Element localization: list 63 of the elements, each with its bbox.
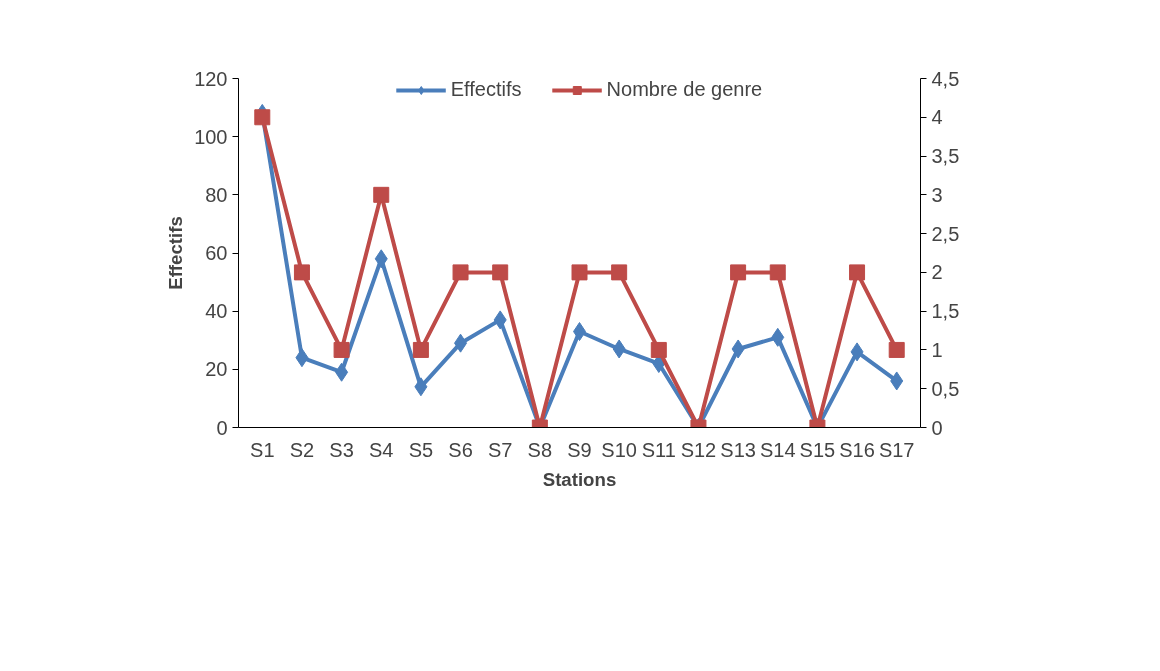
y-tick-label: 40 bbox=[205, 300, 228, 323]
point bbox=[293, 264, 310, 281]
y-tick-label: 60 bbox=[205, 242, 228, 264]
y2-tick-label: 3,5 bbox=[931, 145, 960, 168]
x-tick-label: S3 bbox=[329, 438, 354, 461]
y-axis-title: Effectifs bbox=[165, 216, 187, 290]
x-tick-label: S1 bbox=[250, 438, 275, 461]
point bbox=[493, 310, 507, 330]
x-tick-label: S15 bbox=[799, 438, 836, 461]
point bbox=[452, 264, 469, 281]
x-axis-title: Stations bbox=[542, 468, 617, 490]
x-tick-label: S12 bbox=[680, 438, 717, 461]
x-tick-label: S13 bbox=[720, 438, 756, 461]
x-tick-label: S16 bbox=[839, 438, 875, 461]
y-tick-label: 0 bbox=[216, 416, 228, 439]
point bbox=[849, 264, 866, 281]
y-tick-label: 120 bbox=[194, 67, 228, 90]
x-tick-label: S6 bbox=[448, 438, 473, 461]
y2-tick-label: 0,5 bbox=[931, 377, 960, 400]
x-tick-label: S5 bbox=[408, 438, 434, 461]
point bbox=[769, 264, 786, 281]
point bbox=[454, 333, 468, 353]
point bbox=[333, 341, 350, 358]
y2-tick-label: 4,5 bbox=[931, 67, 960, 90]
y-tick-label: 20 bbox=[205, 358, 228, 381]
point bbox=[611, 264, 628, 281]
y2-tick-label: 4 bbox=[931, 106, 943, 129]
x-tick-label: S9 bbox=[567, 438, 592, 461]
y2-tick-label: 2 bbox=[931, 261, 943, 284]
x-tick-label: S8 bbox=[527, 438, 553, 461]
point bbox=[571, 264, 588, 281]
point bbox=[650, 341, 667, 358]
point bbox=[492, 264, 509, 281]
x-tick-label: S7 bbox=[487, 438, 513, 461]
point bbox=[414, 377, 428, 397]
x-tick-label: S11 bbox=[641, 438, 676, 461]
y2-tick-label: 2,5 bbox=[931, 222, 960, 245]
y2-tick-label: 3 bbox=[931, 183, 943, 206]
y-tick-label: 80 bbox=[205, 183, 228, 206]
y2-tick-label: 1,5 bbox=[931, 300, 960, 323]
point bbox=[612, 339, 626, 359]
point bbox=[295, 348, 309, 368]
legend-label: Effectifs bbox=[450, 78, 522, 101]
point bbox=[771, 327, 785, 347]
point bbox=[374, 249, 388, 269]
point bbox=[850, 342, 864, 362]
x-tick-label: S17 bbox=[878, 438, 915, 461]
x-tick-label: S4 bbox=[369, 438, 394, 461]
legend-label: Nombre de genre bbox=[606, 78, 763, 101]
x-tick-label: S10 bbox=[601, 438, 637, 461]
y2-tick-label: 0 bbox=[931, 416, 943, 439]
point bbox=[335, 362, 349, 382]
point bbox=[888, 341, 905, 358]
point bbox=[890, 371, 904, 391]
y2-tick-label: 1 bbox=[931, 338, 943, 361]
point bbox=[730, 264, 747, 281]
x-tick-label: S14 bbox=[759, 438, 796, 461]
y-tick-label: 100 bbox=[194, 125, 228, 148]
point bbox=[254, 109, 271, 126]
point bbox=[412, 341, 429, 358]
x-tick-label: S2 bbox=[289, 438, 315, 461]
point bbox=[373, 186, 390, 203]
point bbox=[731, 339, 745, 359]
